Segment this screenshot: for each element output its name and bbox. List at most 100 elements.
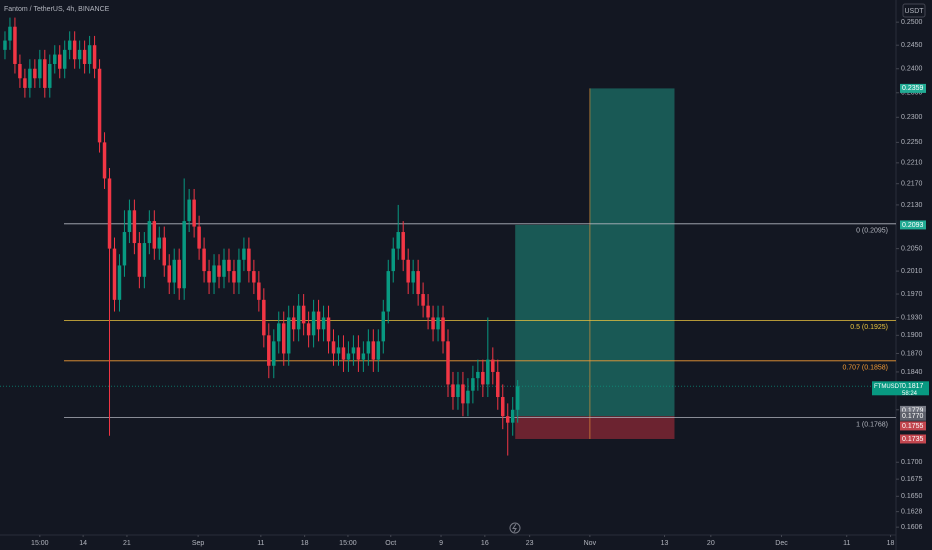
y-tick-label: 0.2210 xyxy=(901,160,923,167)
x-tick-label: 14 xyxy=(79,540,87,547)
candle-body xyxy=(13,26,17,64)
candle-body xyxy=(167,265,171,283)
candle-body xyxy=(192,199,196,227)
x-tick-label: 11 xyxy=(843,540,850,547)
y-tick-label: 0.1870 xyxy=(901,350,923,357)
candle-body xyxy=(451,384,455,398)
candle-body xyxy=(142,243,147,277)
candle-body xyxy=(286,317,291,354)
candle-body xyxy=(262,299,266,336)
candle-body xyxy=(486,359,490,385)
candle-body xyxy=(321,317,326,330)
candle-body xyxy=(33,68,37,79)
y-tick-label: 0.2250 xyxy=(901,139,923,146)
price-label-box xyxy=(900,411,926,421)
chart-title: Fantom / TetherUS, 4h, BINANCE xyxy=(4,6,110,13)
candle-body xyxy=(152,221,157,249)
candle-body xyxy=(187,199,191,222)
candle-body xyxy=(366,341,371,354)
candle-body xyxy=(401,232,405,260)
candle-body xyxy=(491,359,495,372)
candle-body xyxy=(466,390,470,404)
x-tick-label: Sep xyxy=(192,540,205,547)
candle-body xyxy=(291,317,296,330)
candle-body xyxy=(232,271,236,283)
candle-body xyxy=(122,232,127,266)
candle-body xyxy=(277,323,281,342)
x-tick-label: 18 xyxy=(301,540,309,547)
y-tick-label: 0.1970 xyxy=(901,291,923,298)
replay-icon[interactable] xyxy=(509,522,521,534)
candle-body xyxy=(421,294,425,306)
candle-body xyxy=(272,341,276,366)
y-tick-label: 0.2170 xyxy=(901,181,923,188)
y-tick-label: 0.1628 xyxy=(901,508,923,515)
last-symbol: FTMUSDT xyxy=(874,384,903,390)
candle-body xyxy=(476,371,480,379)
price-label: 0.2359 xyxy=(902,85,924,92)
candle-body xyxy=(391,248,395,272)
candle-body xyxy=(416,271,420,295)
x-tick-label: 23 xyxy=(526,540,534,547)
candle-body xyxy=(316,311,321,330)
candle-body xyxy=(38,59,42,79)
fib-label: 1 (0.1768) xyxy=(856,421,888,428)
candle-body xyxy=(97,68,102,143)
candle-body xyxy=(252,271,256,283)
candle-body xyxy=(257,282,261,300)
candle-body xyxy=(381,311,386,342)
currency[interactable]: USDT xyxy=(904,8,924,15)
y-tick-label: 0.1700 xyxy=(901,459,923,466)
candle-body xyxy=(505,416,510,423)
candle-body xyxy=(501,397,505,417)
candle-body xyxy=(137,243,142,277)
y-tick-label: 0.1606 xyxy=(901,524,923,531)
candle-body xyxy=(147,221,152,244)
candle-body xyxy=(242,248,246,260)
candle-body xyxy=(222,259,226,277)
candle-body xyxy=(82,49,87,64)
candle-body xyxy=(92,45,97,69)
candle-body xyxy=(356,347,361,360)
candle-body xyxy=(311,311,316,336)
fib-label: 0.707 (0.1858) xyxy=(842,365,888,372)
candle-body xyxy=(411,271,415,283)
candle-body xyxy=(267,335,271,366)
candle-body xyxy=(351,347,356,354)
last-price-box xyxy=(872,381,929,396)
y-tick-label: 0.2300 xyxy=(901,114,923,121)
candle-body xyxy=(461,384,465,404)
candle-body xyxy=(227,259,231,272)
candle-body xyxy=(510,409,515,423)
y-tick-label: 0.2350 xyxy=(901,90,923,97)
candle-body xyxy=(281,323,286,354)
price-label: 0.1755 xyxy=(902,423,924,430)
price-label: 0.1735 xyxy=(902,436,924,443)
candle-body xyxy=(48,63,52,88)
candle-body xyxy=(431,317,435,330)
x-tick-label: 16 xyxy=(481,540,489,547)
candle-body xyxy=(43,59,47,88)
candle-body xyxy=(28,68,32,88)
candle-body xyxy=(202,248,206,272)
candle-body xyxy=(386,271,391,312)
y-tick-label: 0.1840 xyxy=(901,369,923,376)
price-label: 0.1779 xyxy=(902,407,924,414)
price-label-box xyxy=(900,220,926,230)
candle-body xyxy=(336,347,341,354)
last-price-label: 0.1817 xyxy=(902,383,924,390)
x-tick-label: 21 xyxy=(123,540,131,547)
candle-body xyxy=(132,210,137,244)
candle-body xyxy=(107,178,112,249)
candle-body xyxy=(361,353,366,360)
candle-body xyxy=(207,271,211,283)
candle-body xyxy=(346,353,351,360)
currency-box[interactable] xyxy=(902,3,926,18)
candle-body xyxy=(53,54,57,64)
candle-body xyxy=(23,78,27,88)
candle-body xyxy=(102,142,107,179)
y-tick-label: 0.2450 xyxy=(901,42,923,49)
candle-body xyxy=(396,232,400,249)
candle-body xyxy=(341,347,346,360)
